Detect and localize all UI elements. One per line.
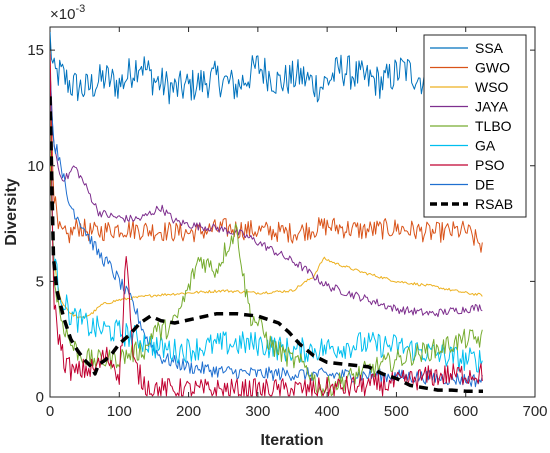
legend-label-jaya: JAYA <box>475 99 509 115</box>
series-layer <box>50 30 483 397</box>
x-tick-label: 500 <box>384 403 409 420</box>
y-tick-label: 5 <box>36 273 44 290</box>
series-line-ssa <box>50 30 483 105</box>
legend-label-tlbo: TLBO <box>475 118 512 134</box>
legend-label-rsab: RSAB <box>475 196 513 212</box>
x-tick-label: 0 <box>46 403 54 420</box>
x-tick-label: 400 <box>315 403 340 420</box>
series-line-rsab <box>50 96 483 393</box>
y-tick-label: 10 <box>27 158 44 175</box>
x-axis-label: Iteration <box>260 432 323 449</box>
x-tick-label: 700 <box>522 403 547 420</box>
series-line-wso <box>50 152 483 319</box>
legend-label-pso: PSO <box>475 157 505 173</box>
legend-label-gwo: GWO <box>475 60 510 76</box>
y-tick-label: 15 <box>27 42 44 59</box>
x-tick-label: 600 <box>453 403 478 420</box>
x-tick-label: 300 <box>245 403 270 420</box>
ticks-layer: 0 100 200 300 400 500 600 700 0 5 10 15 <box>27 27 548 420</box>
series-line-gwo <box>50 50 483 253</box>
legend-label-ssa: SSA <box>475 40 504 56</box>
x-tick-label: 100 <box>107 403 132 420</box>
series-line-pso <box>50 54 483 397</box>
y-exponent-power: -3 <box>75 3 85 15</box>
legend-label-ga: GA <box>475 138 496 154</box>
series-line-tlbo <box>50 118 483 397</box>
series-line-de <box>50 71 483 388</box>
y-exponent-base: ×10 <box>50 6 75 23</box>
legend-label-wso: WSO <box>475 79 509 95</box>
series-line-jaya <box>50 70 483 318</box>
y-axis-label: Diversity <box>3 178 20 246</box>
legend: SSA GWO WSO JAYA TLBO GA PSO DE RSAB <box>423 34 527 218</box>
legend-label-de: DE <box>475 177 494 193</box>
y-exponent-label: ×10-3 <box>50 3 85 23</box>
x-tick-label: 200 <box>176 403 201 420</box>
y-tick-label: 0 <box>36 389 44 406</box>
